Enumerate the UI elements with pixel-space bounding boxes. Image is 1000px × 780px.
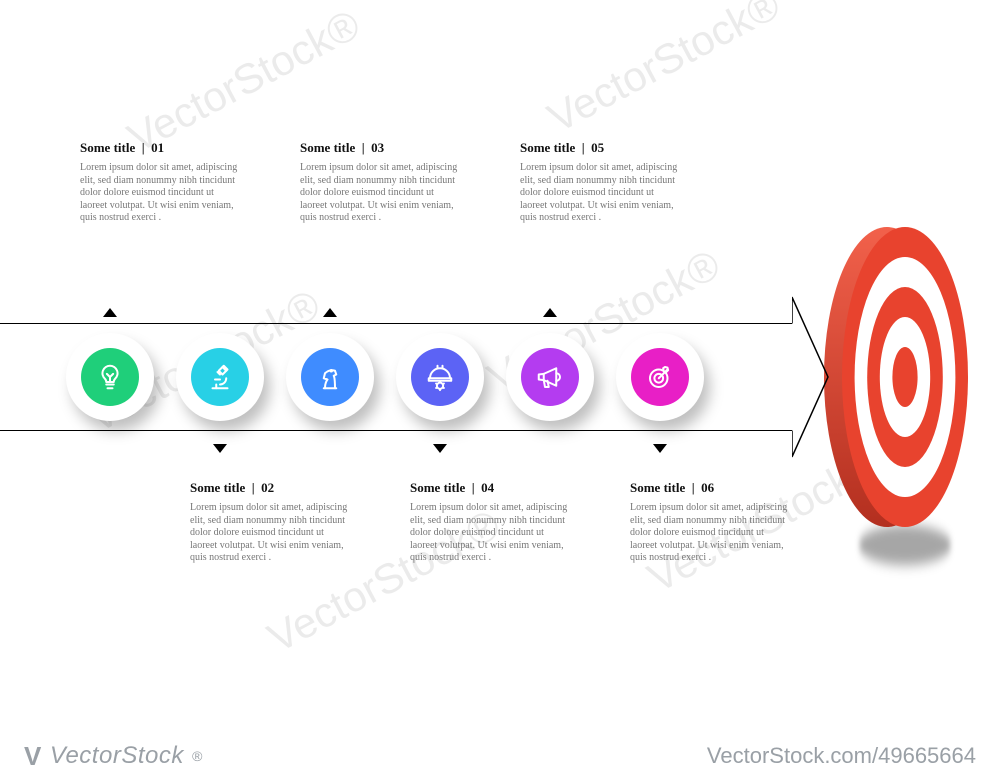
text-block-1: Some title | 01 Lorem ipsum dolor sit ame… (80, 140, 240, 225)
text-block-body-5: Lorem ipsum dolor sit amet, adipiscing e… (520, 162, 680, 225)
arrow-head (792, 295, 832, 459)
pointer-triangle-1 (103, 308, 117, 317)
text-block-title-3: Some title | 03 (300, 140, 460, 156)
pointer-triangle-2 (213, 444, 227, 453)
watermark-logo: V VectorStock® (24, 741, 203, 772)
target-face (842, 227, 968, 527)
pointer-triangle-4 (433, 444, 447, 453)
infographic-canvas: { "type": "infographic", "canvas": { "wi… (0, 0, 1000, 780)
watermark-diag-1: VectorStock® (120, 0, 368, 162)
step-badge-4 (411, 348, 469, 406)
text-block-body-1: Lorem ipsum dolor sit amet, adipiscing e… (80, 162, 240, 225)
watermark-id: VectorStock.com/49665664 (707, 743, 976, 769)
target-icon (645, 362, 675, 392)
step-badge-6 (631, 348, 689, 406)
text-block-title-2: Some title | 02 (190, 480, 350, 496)
step-badge-3 (301, 348, 359, 406)
microscope-icon (205, 362, 235, 392)
target-ring-5 (892, 347, 917, 407)
text-block-body-6: Lorem ipsum dolor sit amet, adipiscing e… (630, 502, 790, 565)
text-block-title-6: Some title | 06 (630, 480, 790, 496)
step-circle-4 (396, 333, 484, 421)
text-block-2: Some title | 02 Lorem ipsum dolor sit ame… (190, 480, 350, 565)
arrow-shaft-bottom (0, 430, 792, 431)
step-badge-2 (191, 348, 249, 406)
text-block-title-1: Some title | 01 (80, 140, 240, 156)
step-circle-2 (176, 333, 264, 421)
text-block-5: Some title | 05 Lorem ipsum dolor sit ame… (520, 140, 680, 225)
watermark-footer: V VectorStock® VectorStock.com/49665664 (0, 732, 1000, 780)
lightbulb-icon (95, 362, 125, 392)
pointer-triangle-6 (653, 444, 667, 453)
text-block-body-2: Lorem ipsum dolor sit amet, adipiscing e… (190, 502, 350, 565)
watermark-diag-2: VectorStock® (540, 0, 788, 142)
step-circle-6 (616, 333, 704, 421)
megaphone-icon (535, 362, 565, 392)
text-block-body-4: Lorem ipsum dolor sit amet, adipiscing e… (410, 502, 570, 565)
watermark-logo-mark: V (24, 741, 42, 772)
watermark-logo-text: VectorStock (50, 742, 184, 770)
pointer-triangle-3 (323, 308, 337, 317)
text-block-4: Some title | 04 Lorem ipsum dolor sit ame… (410, 480, 570, 565)
target-shadow (859, 525, 951, 565)
pointer-triangle-5 (543, 308, 557, 317)
chess-knight-icon (315, 362, 345, 392)
step-badge-5 (521, 348, 579, 406)
step-circle-5 (506, 333, 594, 421)
step-circle-3 (286, 333, 374, 421)
helmet-gear-icon (425, 362, 455, 392)
step-badge-1 (81, 348, 139, 406)
text-block-6: Some title | 06 Lorem ipsum dolor sit ame… (630, 480, 790, 565)
text-block-body-3: Lorem ipsum dolor sit amet, adipiscing e… (300, 162, 460, 225)
text-block-3: Some title | 03 Lorem ipsum dolor sit ame… (300, 140, 460, 225)
step-circle-1 (66, 333, 154, 421)
text-block-title-4: Some title | 04 (410, 480, 570, 496)
text-block-title-5: Some title | 05 (520, 140, 680, 156)
arrow-shaft-top (0, 323, 792, 324)
